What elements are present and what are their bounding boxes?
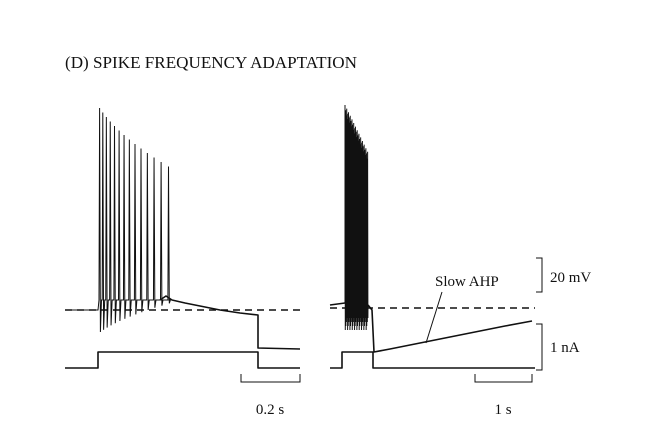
voltage-decay-left bbox=[159, 295, 301, 350]
voltage-scale-bar bbox=[536, 257, 543, 293]
left-panel: 0.2 s bbox=[65, 107, 302, 418]
current-step-left bbox=[65, 351, 300, 369]
right-panel: 1 s Slow AHP 20 mV 1 nA bbox=[329, 104, 591, 418]
time-scale-bar-left bbox=[240, 374, 301, 383]
voltage-trace-left bbox=[65, 107, 172, 333]
time-scale-bar-right bbox=[474, 374, 533, 383]
voltage-trace-right bbox=[344, 104, 369, 331]
current-step-right bbox=[330, 351, 535, 369]
time-scale-label: 0.2 s bbox=[256, 402, 285, 418]
current-scale-bar bbox=[536, 323, 543, 371]
current-scale-label: 1 nA bbox=[550, 340, 580, 356]
time-scale-label: 1 s bbox=[494, 402, 511, 418]
voltage-scale-label: 20 mV bbox=[550, 270, 591, 286]
figure-title: (D) SPIKE FREQUENCY ADAPTATION bbox=[65, 53, 357, 72]
annotation: Slow AHP bbox=[435, 274, 499, 290]
annotation-pointer bbox=[425, 291, 443, 344]
voltage-ahp-right bbox=[329, 302, 533, 353]
